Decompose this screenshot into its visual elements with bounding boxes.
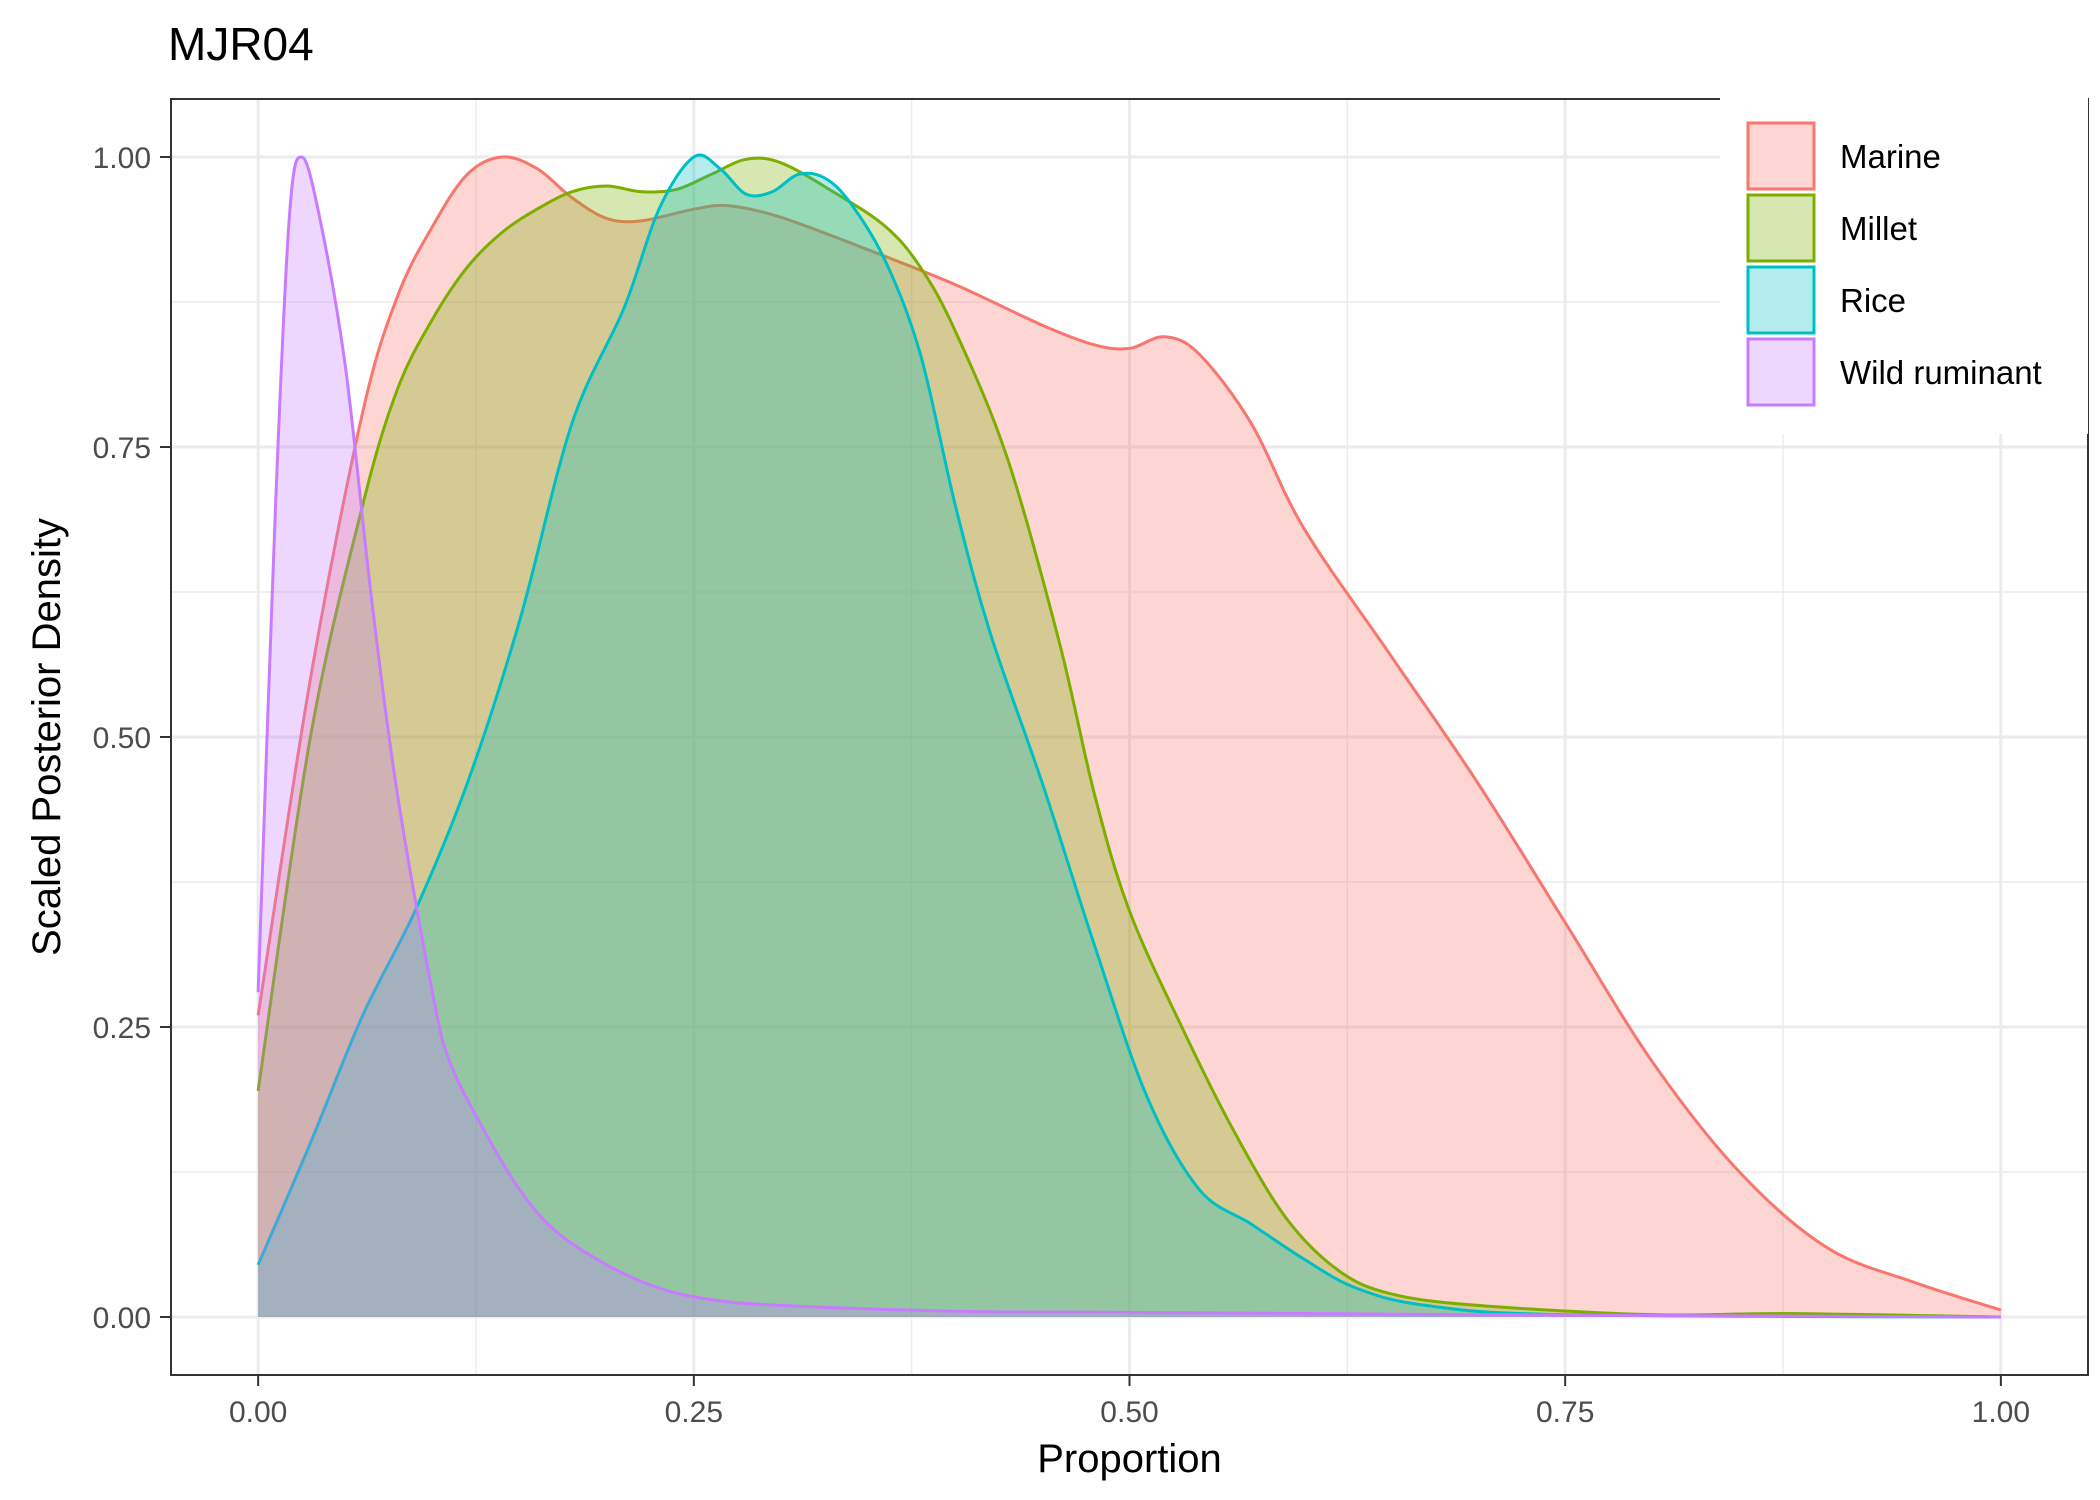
y-tick-label: 0.25 (93, 1012, 151, 1045)
legend-label-millet: Millet (1840, 210, 1917, 247)
series-rice (256, 153, 2001, 1319)
series-rice-line (256, 153, 2001, 1319)
x-tick-label: 0.50 (1100, 1396, 1158, 1429)
x-tick-label: 1.00 (1972, 1396, 2030, 1429)
y-tick-label: 1.00 (93, 142, 151, 175)
series-marine-line (256, 155, 2002, 1312)
legend-label-wild-ruminant: Wild ruminant (1840, 354, 2042, 391)
series-millet-line (256, 156, 2001, 1319)
series-wild-ruminant-area (258, 157, 2001, 1317)
y-axis-title: Scaled Posterior Density (25, 518, 69, 956)
legend-key-wild-ruminant (1746, 337, 1816, 407)
legend-key-marine (1746, 121, 1816, 191)
x-tick-label: 0.25 (665, 1396, 723, 1429)
legend-label-rice: Rice (1840, 282, 1906, 319)
series-millet-area (258, 158, 2001, 1317)
series-wild-ruminant (256, 155, 2001, 1319)
legend-key-millet (1746, 193, 1816, 263)
x-axis-title: Proportion (1037, 1437, 1222, 1481)
legend-label-marine: Marine (1840, 138, 1941, 175)
x-tick-label: 0.75 (1536, 1396, 1594, 1429)
y-tick-label: 0.75 (93, 432, 151, 465)
y-tick-label: 0.50 (93, 722, 151, 755)
legend: Marine Millet Rice Wild ruminant (1720, 98, 2088, 434)
series-millet (256, 156, 2001, 1319)
chart-title: MJR04 (168, 18, 314, 70)
series-wild-ruminant-line (256, 155, 2001, 1319)
axes: 0.00 0.25 0.50 0.75 1.00 0.00 0.25 0.50 0.75 1.00 (93, 142, 2030, 1429)
y-tick-label: 0.00 (93, 1302, 151, 1335)
series-rice-area (258, 155, 2001, 1317)
series-marine (256, 155, 2002, 1317)
series-marine-area (258, 156, 2001, 1317)
x-tick-label: 0.00 (229, 1396, 287, 1429)
density-series (256, 153, 2002, 1319)
legend-key-rice (1746, 265, 1816, 335)
